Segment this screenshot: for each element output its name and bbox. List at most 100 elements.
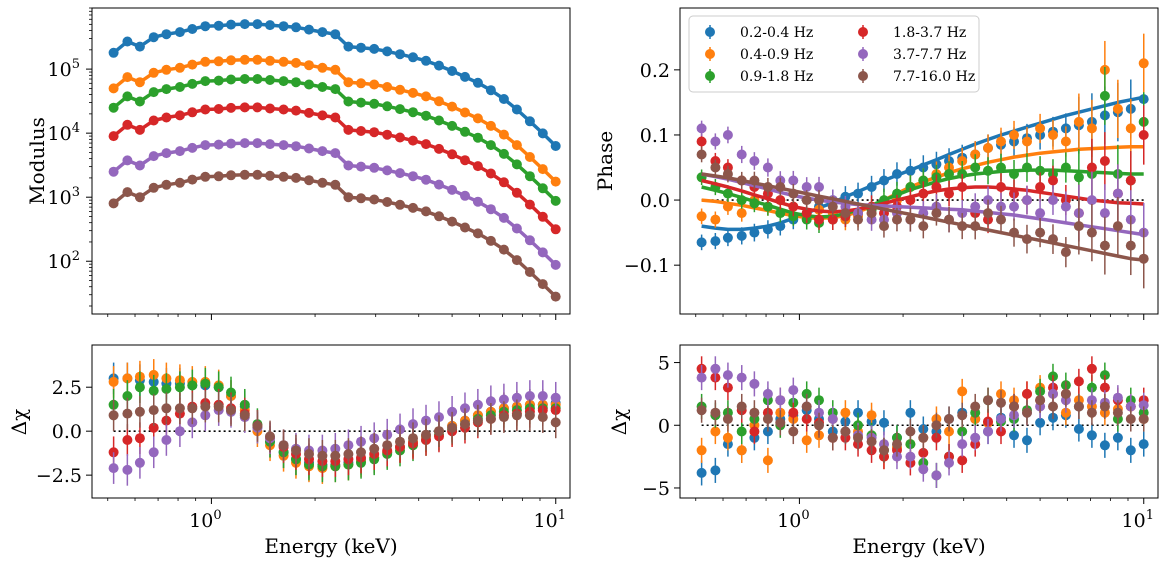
- modulus-point: [108, 83, 119, 94]
- modulus-point: [187, 142, 198, 153]
- modulus-point: [291, 172, 301, 183]
- residual-modulus-point: [174, 426, 185, 437]
- modulus-point: [395, 104, 405, 115]
- modulus-point: [498, 129, 509, 140]
- phase-point: [814, 214, 824, 225]
- residual-phase-point: [983, 395, 993, 406]
- phase-point: [1099, 208, 1110, 219]
- modulus-point: [460, 107, 470, 118]
- modulus-point: [460, 155, 470, 166]
- modulus-point: [278, 76, 289, 87]
- phase-point: [1060, 247, 1071, 258]
- modulus-point: [291, 105, 301, 116]
- residual-modulus-point: [134, 457, 145, 468]
- modulus-point: [265, 103, 275, 114]
- phase-ytick-label: 0.0: [640, 190, 670, 212]
- residual-phase-point: [996, 414, 1006, 424]
- modulus-point: [460, 190, 470, 201]
- modulus-point: [213, 75, 224, 86]
- modulus-point: [498, 177, 509, 188]
- modulus-point: [161, 29, 172, 40]
- residual-modulus-point: [356, 447, 366, 458]
- phase-point: [801, 182, 812, 192]
- phase-point: [1048, 130, 1058, 140]
- modulus-point: [161, 148, 172, 159]
- phase-point: [775, 208, 786, 219]
- residual-phase-point: [1099, 401, 1110, 412]
- residual-modulus-point: [524, 410, 535, 421]
- residual-phase-point: [775, 395, 786, 406]
- modulus-point: [304, 24, 314, 35]
- residual-phase-point: [957, 410, 968, 421]
- residual-phase-point: [879, 445, 889, 456]
- residual-phase-point: [1009, 401, 1019, 412]
- modulus-point: [304, 60, 314, 71]
- modulus-point: [161, 179, 172, 190]
- modulus-panel: Modulus 102 103 104 105: [25, 7, 571, 320]
- residual-modulus-point: [550, 392, 561, 403]
- modulus-point: [239, 19, 250, 30]
- residual-modulus-point: [511, 410, 522, 421]
- modulus-ytick-label: 103: [48, 185, 80, 209]
- modulus-point: [524, 152, 535, 162]
- residual-phase-point: [957, 426, 968, 437]
- modulus-point: [265, 20, 275, 31]
- modulus-point: [278, 171, 289, 182]
- phase-point: [905, 195, 916, 206]
- modulus-point: [330, 148, 341, 159]
- residual-modulus-point: [122, 408, 133, 419]
- modulus-point: [226, 170, 236, 181]
- phase-point: [1022, 234, 1032, 245]
- phase-point: [905, 182, 916, 192]
- phase-point: [970, 201, 981, 212]
- residual-modulus-point: [239, 410, 250, 421]
- modulus-point: [395, 49, 405, 60]
- phase-point: [722, 201, 733, 212]
- modulus-point: [472, 161, 483, 172]
- phase-point: [710, 136, 721, 147]
- modulus-point: [239, 102, 250, 113]
- residual-modulus-point: [382, 440, 393, 451]
- phase-point: [1048, 195, 1058, 206]
- modulus-point: [161, 64, 172, 75]
- phase-point: [722, 169, 733, 179]
- residual-modulus-panel: Δχ Energy (keV) 100 101 −2.5 0.0 2.5: [7, 344, 571, 558]
- modulus-point: [421, 206, 431, 217]
- residual-modulus-point: [134, 433, 145, 444]
- residual-modulus-point: [148, 405, 159, 416]
- phase-point: [762, 201, 773, 212]
- residual-modulus-point: [460, 419, 470, 430]
- modulus-point: [550, 291, 561, 302]
- modulus-point: [252, 169, 263, 180]
- residual-phase-point: [1125, 445, 1136, 456]
- modulus-point: [472, 113, 483, 124]
- modulus-point: [408, 87, 418, 98]
- modulus-point: [472, 196, 483, 207]
- phase-point: [1099, 90, 1110, 101]
- residual-phase-point: [905, 407, 916, 418]
- modulus-point: [134, 192, 145, 203]
- modulus-fit-line: [112, 173, 557, 298]
- residual-phase-point: [1009, 430, 1019, 441]
- residual-modulus-point: [108, 376, 119, 387]
- modulus-point: [356, 78, 366, 89]
- modulus-point: [226, 55, 236, 66]
- phase-point: [1125, 175, 1136, 186]
- residual-phase-point: [762, 388, 773, 399]
- modulus-point: [148, 151, 159, 162]
- residual-phase-point: [1086, 407, 1097, 418]
- modulus-point: [330, 179, 341, 190]
- modulus-point: [498, 244, 509, 255]
- phase-point: [762, 162, 773, 173]
- phase-point: [1099, 156, 1110, 166]
- phase-point: [1073, 116, 1084, 127]
- residual-phase-point: [1099, 440, 1110, 451]
- modulus-point: [369, 98, 380, 109]
- modulus-ytick-label: 102: [48, 249, 80, 273]
- modulus-point: [148, 87, 159, 98]
- phase-point: [983, 165, 993, 176]
- phase-point: [710, 162, 721, 173]
- modulus-point: [239, 74, 250, 84]
- modulus-point: [343, 124, 354, 135]
- modulus-point: [252, 74, 263, 84]
